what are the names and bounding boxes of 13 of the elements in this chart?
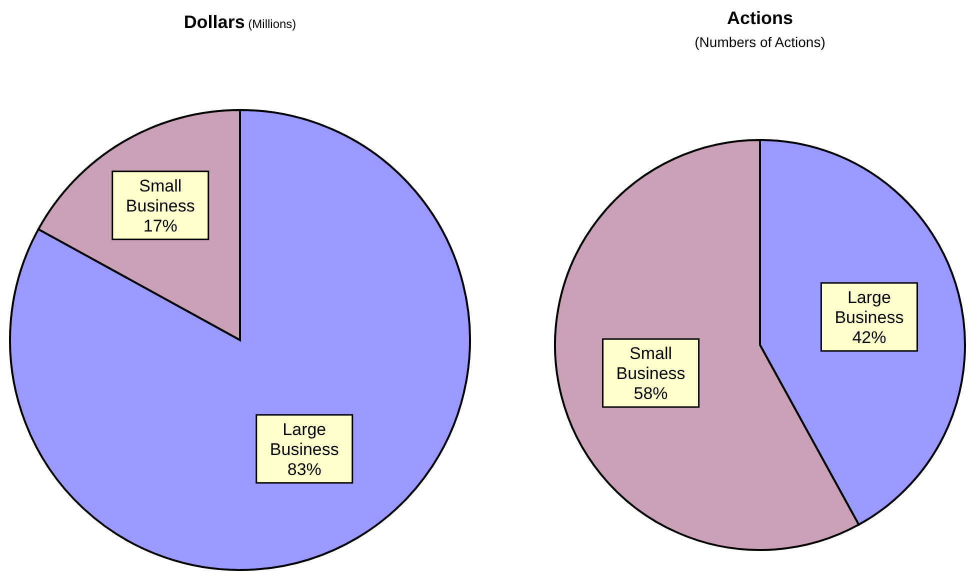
slice-label: Large Business (834, 288, 904, 327)
chart-title: Actions (726, 8, 794, 28)
pie-slice (9, 109, 471, 571)
data-label: 83% (287, 460, 322, 479)
slice-label: Small Business (126, 176, 195, 216)
chart-subtitle: (Millions) (244, 17, 296, 31)
chart-subtitle: (Numbers of Actions) (694, 34, 826, 50)
slice-label: Large Business (270, 420, 339, 459)
chart-title: Dollars (184, 12, 245, 32)
data-label: 58% (634, 384, 668, 404)
data-label: 17% (143, 216, 178, 236)
slice-label: Small Business (616, 344, 686, 384)
data-label: 42% (852, 328, 886, 347)
